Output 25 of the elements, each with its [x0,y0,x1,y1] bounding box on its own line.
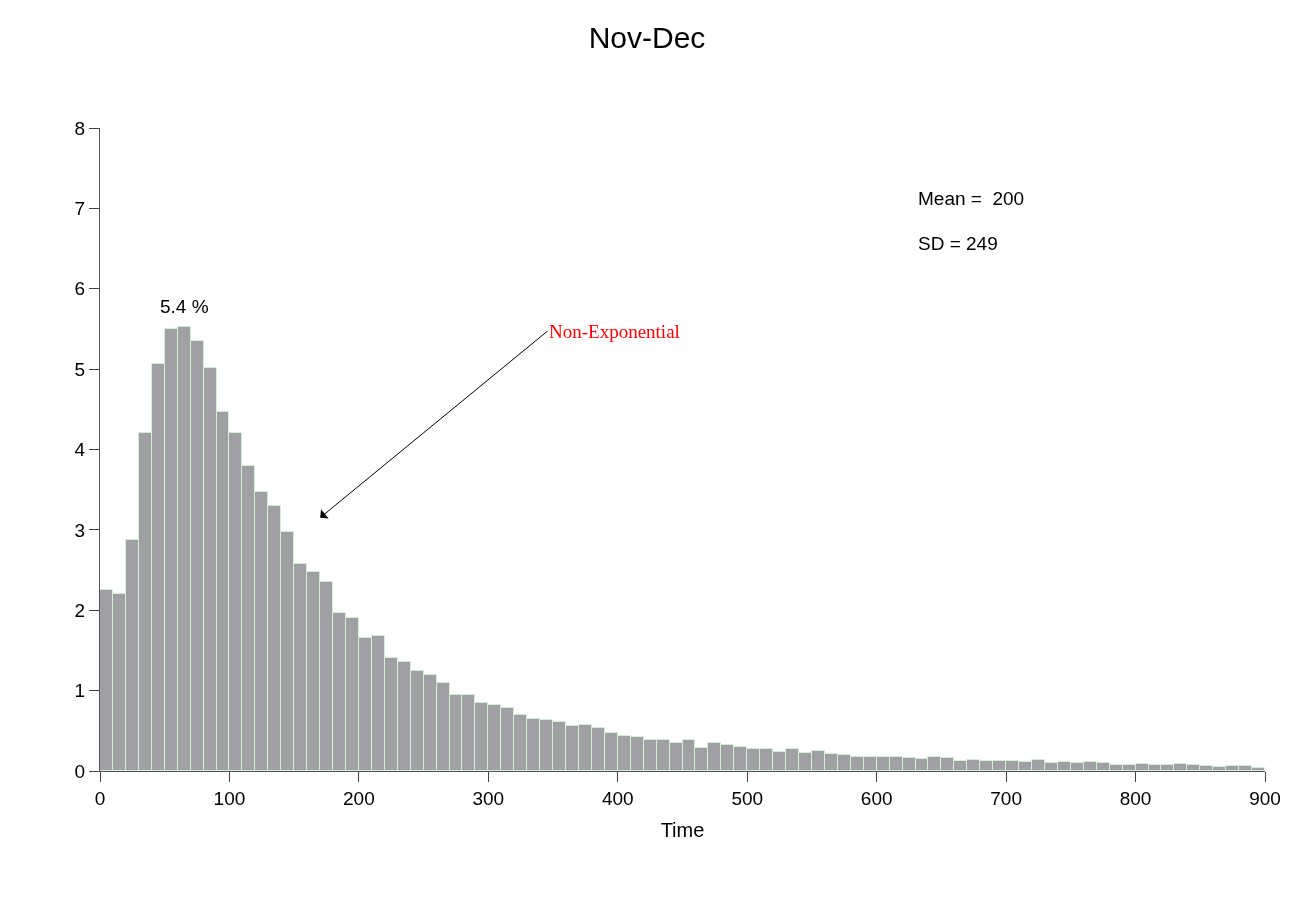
x-tick-label: 300 [472,787,505,809]
x-tick-label: 400 [601,787,634,809]
annotation: Mean = 200 [918,188,1025,209]
y-tick-label: 3 [74,519,86,541]
y-tick-label: 8 [74,117,86,139]
x-tick-label: 900 [1249,787,1281,809]
annotation: 5.4 % [160,296,209,317]
y-tick-label: 4 [74,439,86,461]
y-tick-label: 5 [74,358,86,380]
y-tick-label: 1 [74,680,86,702]
x-tick-label: 500 [731,787,764,809]
x-tick-label: 100 [213,787,246,809]
y-tick-label: 2 [74,599,86,621]
annotation: SD = 249 [918,233,998,254]
y-tick-label: 6 [74,278,86,300]
annotation: Non-Exponential [549,321,680,342]
x-tick-label: 800 [1119,787,1152,809]
chart-title: Nov-Dec [588,21,706,55]
x-tick-label: 200 [343,787,375,809]
y-tick-label: 0 [74,760,86,782]
x-tick-label: 700 [990,787,1022,809]
x-axis-title: Time [660,819,705,842]
x-tick-label: 600 [860,787,893,809]
x-tick-label: 0 [94,787,106,809]
y-tick-label: 7 [74,198,86,220]
